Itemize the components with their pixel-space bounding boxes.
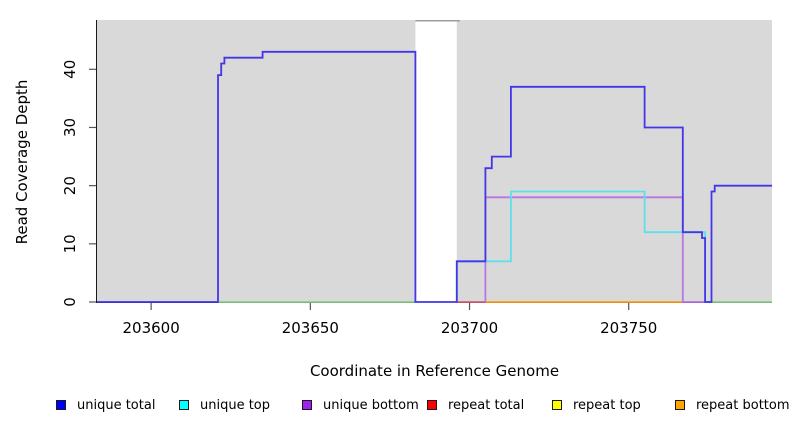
y-axis-title: Read Coverage Depth <box>13 79 31 245</box>
y-tick-label: 0 <box>61 297 79 307</box>
gap-band <box>415 15 457 308</box>
y-tick-label: 40 <box>61 60 79 79</box>
x-tick-label: 203750 <box>600 319 657 337</box>
y-tick-label: 30 <box>61 118 79 137</box>
x-tick-label: 203600 <box>122 319 179 337</box>
x-tick-label: 203650 <box>282 319 339 337</box>
series-unique-total <box>97 50 772 303</box>
y-tick-label: 20 <box>61 176 79 195</box>
y-tick-label: 10 <box>61 234 79 253</box>
x-axis-title: Coordinate in Reference Genome <box>309 362 560 380</box>
x-tick-label: 203700 <box>441 319 498 337</box>
